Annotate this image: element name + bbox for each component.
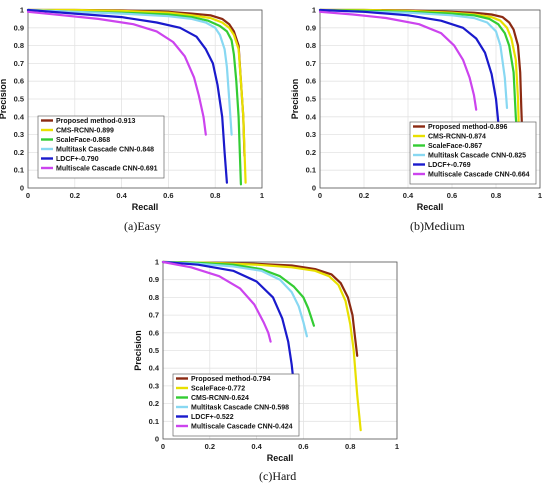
series-line-4: [26, 8, 233, 136]
legend-label: Proposed method-0.896: [428, 124, 507, 131]
legend-label: ScaleFace-0.868: [56, 137, 110, 144]
x-tick-label: 0: [161, 442, 165, 451]
y-tick-label: 0.7: [306, 59, 316, 68]
legend-label: Multitask Cascade CNN-0.825: [428, 153, 526, 160]
y-tick-label: 0.2: [149, 399, 159, 408]
x-axis-label: Recall: [267, 453, 294, 463]
x-tick-label: 1: [260, 191, 264, 200]
series-line-2: [26, 8, 247, 184]
x-tick-label: 0.6: [447, 191, 457, 200]
legend-box: [172, 373, 300, 437]
y-tick-label: 0.6: [14, 77, 24, 86]
legend-label: Multiscale Cascade CNN-0.691: [56, 166, 158, 173]
y-tick-label: 0.1: [149, 417, 159, 426]
x-tick-label: 0: [318, 191, 322, 200]
series-line-2: [161, 260, 362, 432]
caption-hard: (c)Hard: [259, 469, 297, 483]
chart-medium: 0 0.2 0.4 0.6 0.8 1 0 0.1 0.2 0.3 0.4 0.5 0.6 0.7 0.8 0…: [290, 6, 542, 213]
x-tick-label: 0.2: [359, 191, 369, 200]
legend-label: Proposed method-0.913: [56, 118, 135, 125]
x-tick-label: 0.4: [403, 191, 414, 200]
y-tick-label: 0.5: [306, 95, 316, 104]
caption-medium: (b)Medium: [410, 219, 465, 233]
legend-label: Multiscale Cascade CNN-0.664: [428, 172, 530, 179]
y-tick-label: 0.9: [149, 275, 159, 284]
legend-label: CMS-RCNN-0.899: [56, 128, 114, 135]
y-tick-label: 0.6: [306, 77, 316, 86]
legend-label: Multitask Cascade CNN-0.848: [56, 147, 154, 154]
x-tick-label: 0.4: [116, 191, 127, 200]
x-tick-label: 0: [26, 191, 30, 200]
x-tick-label: 0.4: [251, 442, 262, 451]
y-tick-label: 1: [20, 6, 24, 15]
series-line-4: [161, 260, 308, 338]
y-axis-label: Precision: [0, 79, 8, 120]
legend-label: LDCF+-0.769: [428, 162, 471, 169]
y-tick-label: 0.8: [306, 41, 316, 50]
y-axis-label: Precision: [290, 79, 300, 120]
x-axis-label: Recall: [132, 202, 159, 212]
x-tick-label: 0.6: [163, 191, 173, 200]
caption-easy: (a)Easy: [124, 219, 161, 233]
x-tick-label: 0.2: [70, 191, 80, 200]
legend-label: CMS-RCNN-0.624: [191, 395, 249, 402]
legend-label: Multiscale Cascade CNN-0.424: [191, 424, 293, 431]
legend-label: Multitask Cascade CNN-0.598: [191, 405, 289, 412]
y-tick-label: 0.3: [149, 381, 159, 390]
x-tick-label: 0.6: [298, 442, 308, 451]
chart-easy: 0 0.2 0.4 0.6 0.8 1 0 0.1 0.2 0.3 0.4 0.5 0.6 0.7 0.8 0…: [0, 6, 264, 213]
y-tick-label: 0.9: [306, 23, 316, 32]
y-tick-label: 0.8: [14, 41, 24, 50]
y-tick-label: 0.3: [14, 130, 24, 139]
y-tick-label: 0.9: [14, 23, 24, 32]
x-tick-label: 1: [538, 191, 542, 200]
x-tick-label: 1: [395, 442, 399, 451]
y-tick-label: 0.2: [14, 148, 24, 157]
legend-box: [37, 115, 165, 179]
x-tick-label: 0.8: [210, 191, 220, 200]
y-tick-label: 0.4: [14, 112, 25, 121]
y-tick-label: 0.5: [14, 95, 24, 104]
y-tick-label: 0.4: [149, 364, 160, 373]
y-tick-label: 0.1: [14, 166, 24, 175]
x-tick-label: 0.8: [491, 191, 501, 200]
y-tick-label: 0.3: [306, 130, 316, 139]
legend-label: LDCF+-0.790: [56, 156, 99, 163]
legend-box: [409, 121, 537, 185]
y-tick-label: 0.4: [306, 112, 317, 121]
y-axis-label: Precision: [133, 330, 143, 371]
series-line-4: [318, 8, 509, 110]
y-tick-label: 1: [312, 6, 316, 15]
chart-hard: 0 0.2 0.4 0.6 0.8 1 0 0.1 0.2 0.3 0.4 0.5 0.6 0.7 0.8 0…: [133, 258, 399, 464]
legend-label: ScaleFace-0.772: [191, 386, 245, 393]
legend-label: Proposed method-0.794: [191, 376, 270, 383]
series-line-5: [26, 8, 228, 184]
series-line-5: [161, 260, 296, 387]
series-line-3: [161, 260, 315, 327]
y-tick-label: 0.1: [306, 166, 316, 175]
x-tick-label: 0.8: [345, 442, 355, 451]
x-tick-label: 0.2: [205, 442, 215, 451]
series-line-5: [318, 8, 504, 181]
y-tick-label: 0.2: [306, 148, 316, 157]
legend-label: CMS-RCNN-0.874: [428, 134, 486, 141]
series-line-6: [26, 10, 207, 136]
series-line-6: [161, 260, 272, 343]
y-tick-label: 1: [155, 258, 159, 267]
y-tick-label: 0.5: [149, 346, 159, 355]
axis-frame: [162, 261, 398, 440]
x-axis-label: Recall: [417, 202, 444, 212]
y-tick-label: 0.7: [149, 311, 159, 320]
legend-label: ScaleFace-0.867: [428, 143, 482, 150]
series-line-6: [318, 10, 478, 111]
y-tick-label: 0.7: [14, 59, 24, 68]
y-tick-label: 0: [312, 184, 316, 193]
y-tick-label: 0.6: [149, 328, 159, 337]
y-tick-label: 0: [20, 184, 24, 193]
y-tick-label: 0: [155, 435, 159, 444]
y-tick-label: 0.8: [149, 293, 159, 302]
legend-label: LDCF+-0.522: [191, 414, 234, 421]
